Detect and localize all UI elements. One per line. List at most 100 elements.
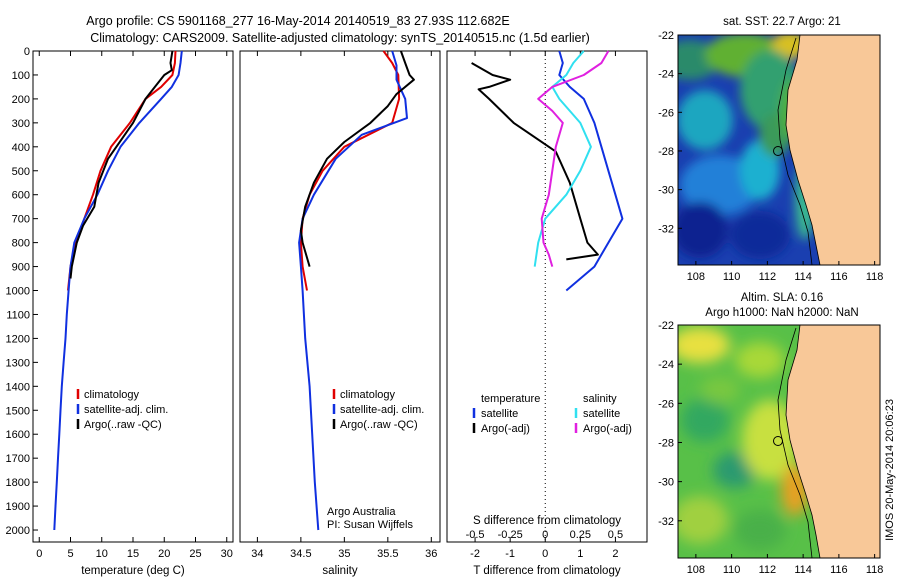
temperature-ytick-label: 1400 — [6, 381, 30, 393]
legend-entry: satellite-adj. clim. — [340, 404, 424, 416]
differences-series-cyan — [533, 50, 592, 267]
temperature-xtick-label: 30 — [221, 548, 233, 560]
differences-xtick-label: 0 — [542, 548, 548, 560]
temperature-ytick-label: 1800 — [6, 477, 30, 489]
temperature-ytick-label: 1900 — [6, 501, 30, 513]
temperature-ytick-label: 1700 — [6, 453, 30, 465]
title-line-2: Climatology: CARS2009. Satellite-adjuste… — [90, 31, 590, 45]
temperature-series-red — [67, 50, 177, 291]
temperature-ytick-label: 800 — [12, 238, 30, 250]
sst-map-ytick-label: -26 — [658, 107, 674, 119]
temperature-xtick-label: 0 — [36, 548, 42, 560]
sst-land — [785, 35, 880, 265]
differences-top-tick-label: 0 — [542, 529, 548, 541]
salinity-annotation: PI: Susan Wijffels — [327, 519, 413, 531]
differences-xtick-label: -1 — [505, 548, 515, 560]
differences-series-black — [471, 62, 599, 261]
title-line-1: Argo profile: CS 5901168_277 16-May-2014… — [86, 14, 509, 28]
differences-panel: -2 -1 0 1 2 T difference from climatology S di… — [446, 50, 648, 577]
salinity-axes-box — [239, 50, 441, 543]
sla-argo-marker — [773, 436, 783, 446]
temperature-xtick-label: 15 — [127, 548, 139, 560]
sla-map: Altim. SLA: 0.16 Argo h1000: NaN h2000: … — [677, 292, 881, 559]
temperature-ytick-label: 100 — [12, 70, 30, 82]
differences-series-blue — [558, 50, 624, 292]
salinity-xtick-label: 34.5 — [290, 548, 311, 560]
sla-map-ytick-label: -26 — [658, 398, 674, 410]
sst-map-ytick-label: -28 — [658, 146, 674, 158]
legend-entry: climatology — [84, 389, 140, 401]
legend-entry: satellite-adj. clim. — [84, 404, 168, 416]
temperature-ytick-label: 300 — [12, 118, 30, 130]
legend-entry: climatology — [340, 389, 396, 401]
temperature-xtick-label: 20 — [158, 548, 170, 560]
legend-entry: Argo(-adj) — [481, 423, 530, 435]
sst-argo-marker — [773, 146, 783, 156]
sla-map-xtick-label: 114 — [794, 564, 812, 576]
differences-top-tick-label: 0.5 — [608, 529, 623, 541]
temperature-xtick-label: 25 — [189, 548, 201, 560]
temperature-ytick-label: 0 — [24, 46, 30, 58]
sst-map-xtick-label: 116 — [830, 271, 848, 283]
sst-map-ytick-label: -22 — [658, 30, 674, 42]
salinity-xlabel: salinity — [322, 565, 357, 577]
differences-xtick-label: -2 — [470, 548, 480, 560]
temperature-ytick-label: 2000 — [6, 525, 30, 537]
sst-map: sat. SST: 22.7 Argo: 21 — [677, 16, 881, 266]
sla-map-ytick-label: -28 — [658, 437, 674, 449]
temperature-ytick-label: 1200 — [6, 333, 30, 345]
legend-entry: satellite — [583, 408, 620, 420]
temperature-xtick-label: 5 — [67, 548, 73, 560]
temperature-ytick-label: 1300 — [6, 357, 30, 369]
map-ticks: 108 110 112 114 116 118 -22 -24 -26 -28 -30 -32 108 1… — [658, 30, 883, 576]
differences-top-label: S difference from climatology — [473, 515, 621, 527]
sla-map-ytick-label: -24 — [658, 359, 674, 371]
side-label: IMOS 20-May-2014 20:06:23 — [884, 399, 896, 541]
sla-map-ytick-label: -22 — [658, 320, 674, 332]
sst-map-xtick-label: 118 — [866, 271, 884, 283]
temperature-ytick-label: 1500 — [6, 405, 30, 417]
sst-map-xtick-label: 114 — [794, 271, 812, 283]
sla-map-ytick-label: -30 — [658, 477, 674, 489]
sla-map-title-line-1: Altim. SLA: 0.16 — [741, 292, 823, 304]
sla-map-title-line-2: Argo h1000: NaN h2000: NaN — [705, 307, 858, 319]
sla-map-xtick-label: 108 — [687, 564, 705, 576]
differences-xlabel: T difference from climatology — [473, 565, 620, 577]
legend-entry: satellite — [481, 408, 518, 420]
temperature-ytick-label: 500 — [12, 166, 30, 178]
legend-entry: Argo(..raw -QC) — [340, 419, 418, 431]
sst-map-xtick-label: 108 — [687, 271, 705, 283]
salinity-xtick-label: 35.5 — [377, 548, 398, 560]
salinity-series-red — [299, 50, 401, 291]
differences-top-tick-label: -0.5 — [466, 529, 485, 541]
differences-xtick-label: 1 — [577, 548, 583, 560]
temperature-ytick-label: 400 — [12, 142, 30, 154]
sla-shelf-contour — [777, 327, 813, 558]
temperature-ytick-label: 700 — [12, 214, 30, 226]
differences-top-tick-label: 0.25 — [570, 529, 591, 541]
differences-axes-box — [446, 50, 648, 543]
temperature-ytick-label: 1000 — [6, 286, 30, 298]
salinity-xtick-label: 34 — [251, 548, 263, 560]
sst-map-ytick-label: -32 — [658, 223, 674, 235]
sla-map-xtick-label: 118 — [866, 564, 884, 576]
legend-header-temperature: temperature — [481, 393, 540, 405]
legend-header-salinity: salinity — [583, 393, 617, 405]
sla-map-xtick-label: 110 — [723, 564, 741, 576]
salinity-annotation: Argo Australia — [327, 506, 396, 518]
temperature-axes-box — [32, 50, 234, 543]
sst-shelf-contour — [777, 37, 813, 265]
legend-entry: Argo(-adj) — [583, 423, 632, 435]
salinity-xtick-label: 35 — [338, 548, 350, 560]
temperature-series-blue — [53, 50, 183, 531]
temperature-ytick-label: 600 — [12, 190, 30, 202]
temperature-ytick-label: 200 — [12, 94, 30, 106]
sst-map-ytick-label: -24 — [658, 69, 674, 81]
sla-map-xtick-label: 116 — [830, 564, 848, 576]
temperature-panel: 0 5 10 15 20 25 30 temperature (deg C) 0 100 200 30… — [6, 46, 234, 577]
differences-top-tick-label: -0.25 — [498, 529, 523, 541]
salinity-series-black — [299, 50, 415, 267]
salinity-panel: 34 34.5 35 35.5 36 salinity climatology satelli… — [239, 50, 441, 577]
sla-land — [785, 325, 880, 558]
sst-map-xtick-label: 110 — [723, 271, 741, 283]
